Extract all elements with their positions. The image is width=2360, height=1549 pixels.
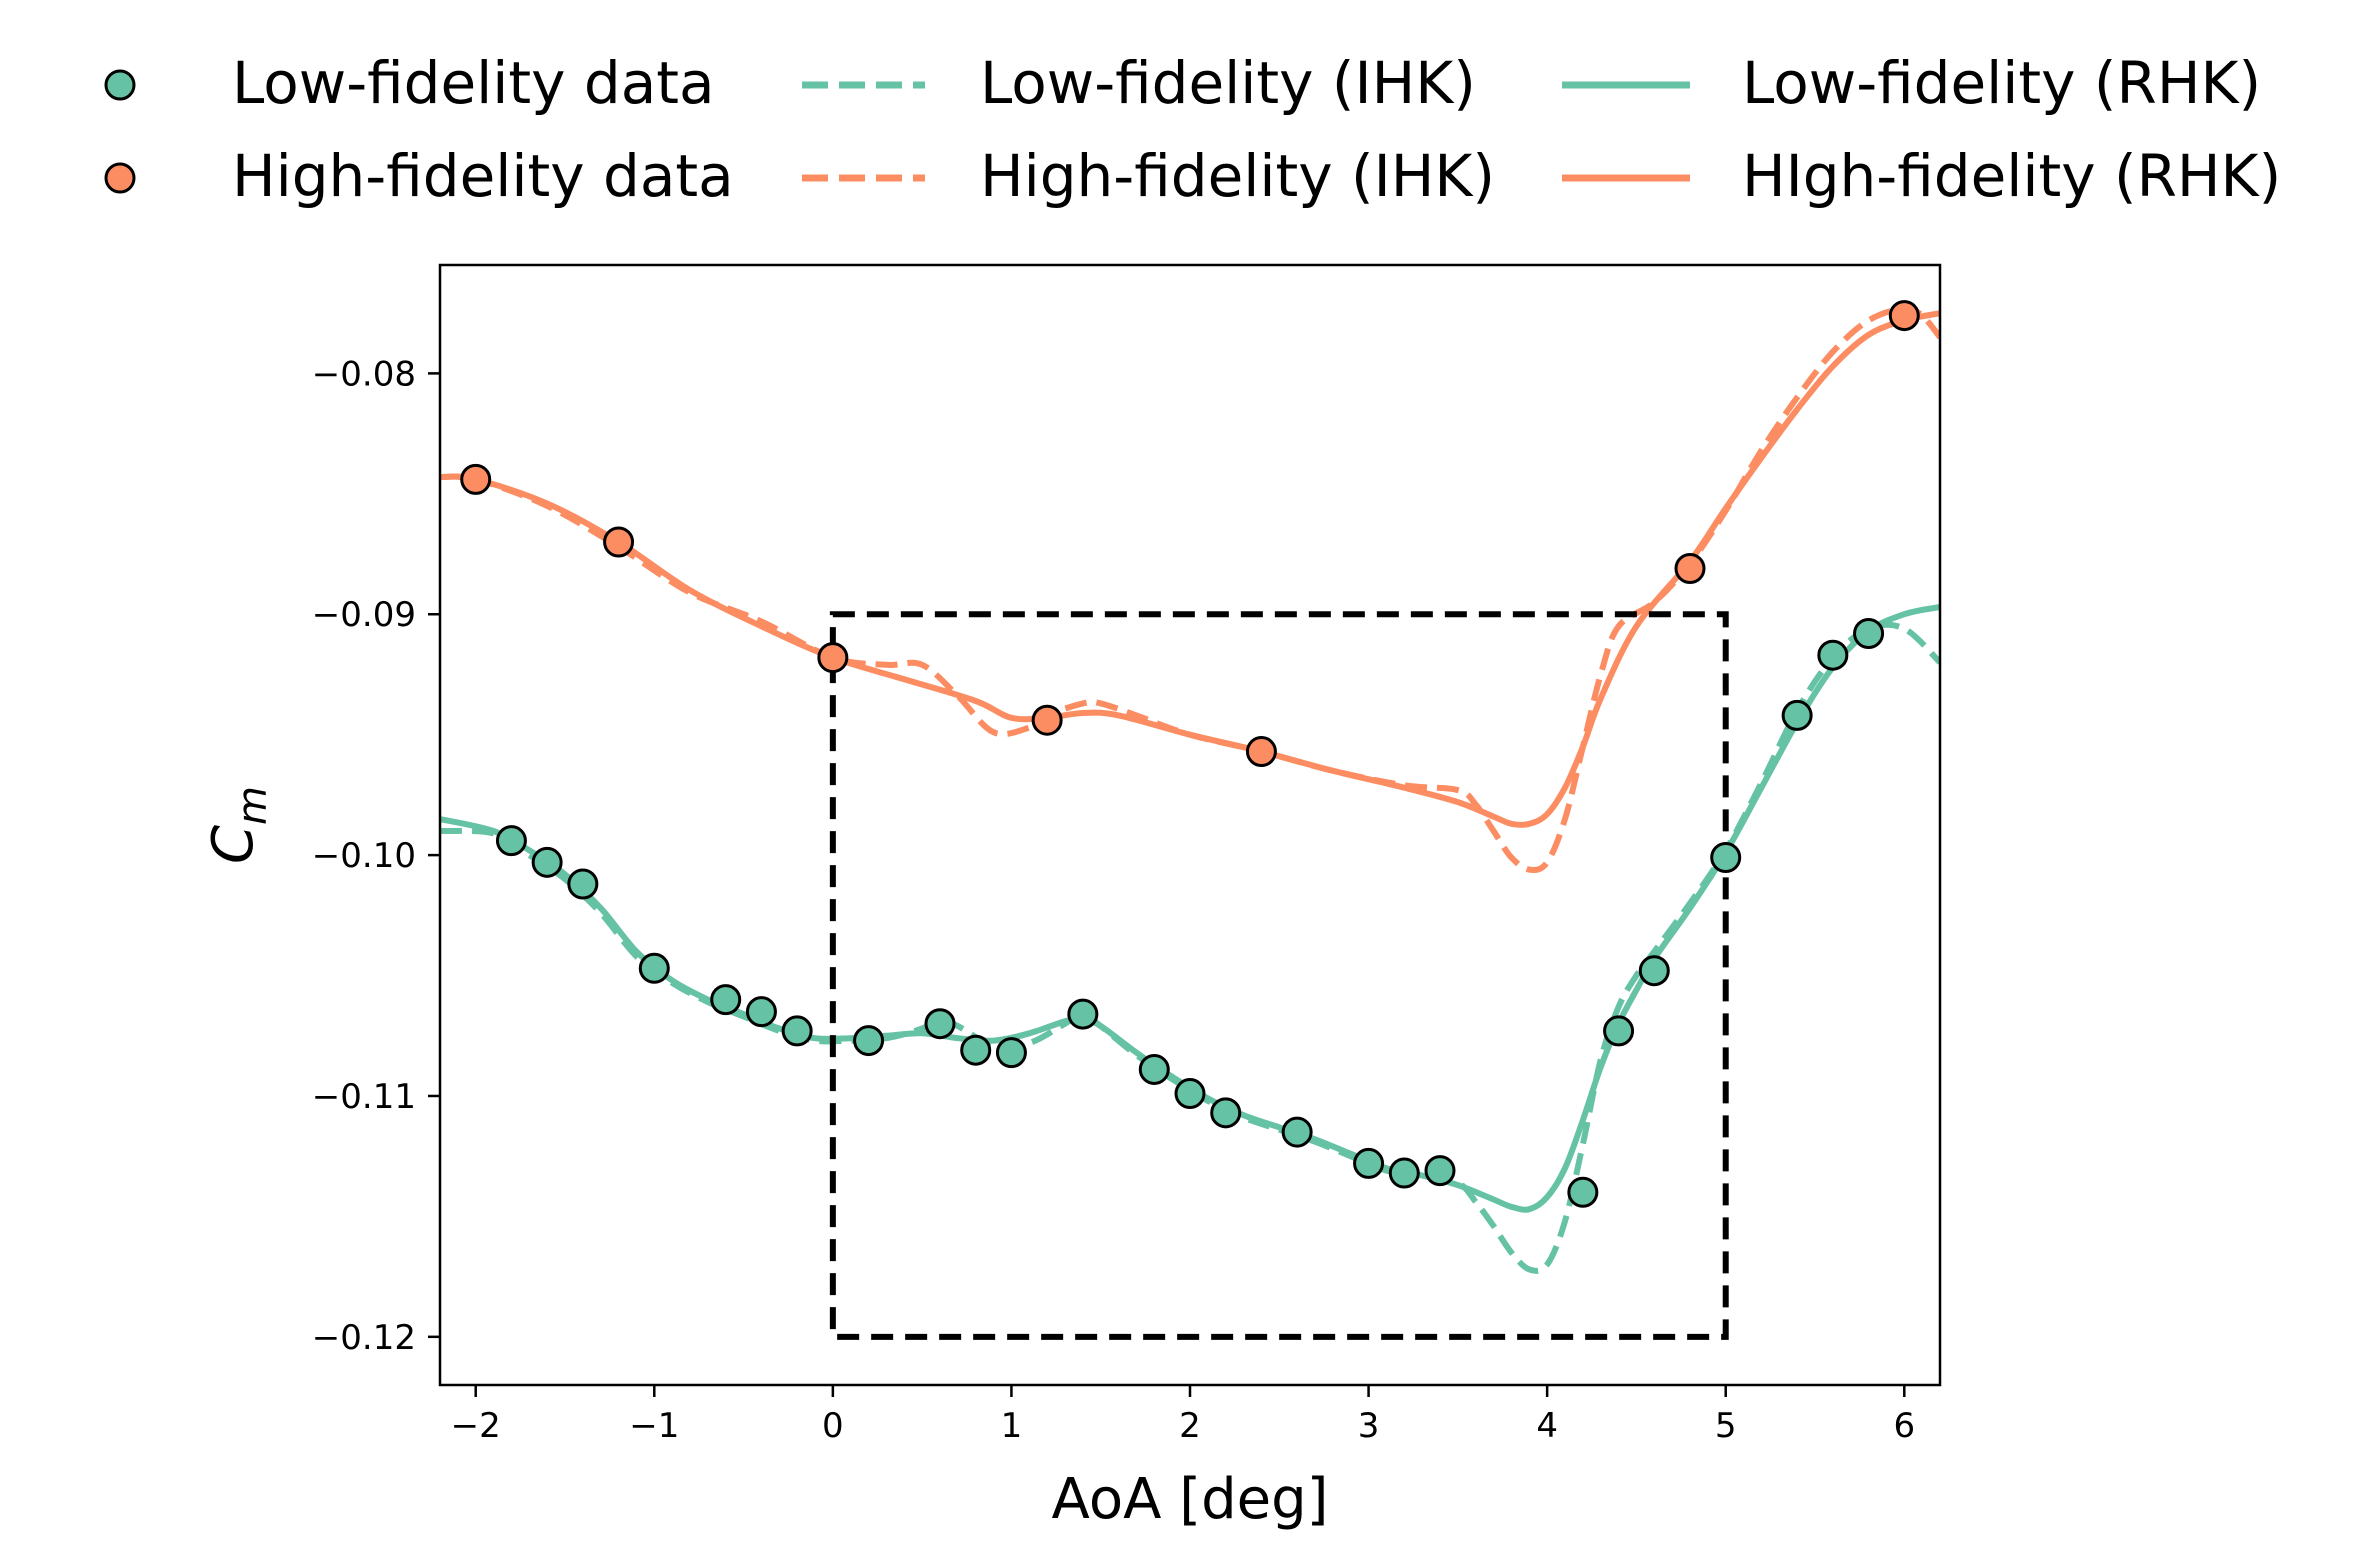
x-tick-label: 2 (1179, 1406, 1201, 1446)
series-lines (440, 305, 1940, 1274)
y-tick-label: −0.11 (312, 1077, 416, 1117)
data-point-low-data (1174, 1078, 1206, 1110)
data-point-low-data (1353, 1147, 1385, 1179)
x-tick-label: 6 (1893, 1406, 1915, 1446)
series-points (460, 300, 1920, 1208)
data-point-low-data (924, 1008, 956, 1040)
data-point-low-data (995, 1037, 1027, 1069)
data-point-low-data (1388, 1157, 1420, 1189)
highlight-box (829, 611, 1729, 1340)
data-point-low-data (1638, 955, 1670, 987)
series-line-high-ihk (440, 305, 1940, 873)
x-tick-label: 3 (1358, 1406, 1380, 1446)
legend-low-ihk-label: Low-fidelity (IHK) (980, 49, 1476, 117)
x-tick-label: 1 (1001, 1406, 1023, 1446)
legend-high-data-label: High-fidelity data (232, 142, 734, 210)
legend-high-ihk-label: High-fidelity (IHK) (980, 142, 1495, 210)
legend-high-data-marker (104, 162, 136, 194)
data-point-low-data (710, 984, 742, 1016)
data-point-low-data (1710, 842, 1742, 874)
x-tick-label: 5 (1715, 1406, 1737, 1446)
x-tick-label: 4 (1536, 1406, 1558, 1446)
highlight-box-layer (829, 611, 1729, 1340)
data-point-low-data (1424, 1155, 1456, 1187)
data-point-low-data (638, 952, 670, 984)
data-point-low-data (1138, 1053, 1170, 1085)
series-line-low-ihk (440, 621, 1940, 1274)
data-point-high-data (1674, 552, 1706, 584)
y-axis-ticks: −0.12 −0.11 −0.10 −0.09 −0.08 (312, 354, 440, 1358)
legend-low-data-label: Low-fidelity data (232, 49, 715, 117)
data-point-low-data (495, 825, 527, 857)
data-point-low-data (1603, 1015, 1635, 1047)
data-point-low-data (1567, 1176, 1599, 1208)
data-point-high-data (1031, 704, 1063, 736)
data-point-high-data (603, 526, 635, 558)
data-point-low-data (781, 1015, 813, 1047)
data-point-low-data (1067, 998, 1099, 1030)
series-line-low-rhk (440, 604, 1940, 1213)
x-axis-label: AoA [deg] (1052, 1467, 1329, 1532)
data-point-low-data (1281, 1116, 1313, 1148)
legend-low-rhk-label: Low-fidelity (RHK) (1742, 49, 2261, 117)
data-point-low-data (745, 996, 777, 1028)
x-axis-ticks: −2 −1 0 1 2 3 4 5 6 (451, 1385, 1915, 1446)
x-tick-label: −1 (629, 1406, 679, 1446)
x-tick-label: 0 (822, 1406, 844, 1446)
data-point-low-data (567, 868, 599, 900)
x-tick-label: −2 (451, 1406, 501, 1446)
y-tick-label: −0.08 (312, 354, 416, 394)
y-tick-label: −0.12 (312, 1318, 416, 1358)
data-point-low-data (1853, 618, 1885, 650)
y-tick-label: −0.09 (312, 595, 416, 635)
data-point-high-data (817, 642, 849, 674)
y-axis-label-base: C (201, 825, 266, 864)
data-point-high-data (460, 463, 492, 495)
legend-high-rhk-label: HIgh-fidelity (RHK) (1742, 142, 2281, 210)
plot-frame (438, 263, 1942, 1387)
data-point-high-data (1245, 736, 1277, 768)
y-tick-label: −0.10 (312, 836, 416, 876)
series-line-high-rhk (440, 310, 1940, 828)
legend: Low-fidelity data High-fidelity data Low… (104, 49, 2281, 210)
data-point-low-data (531, 846, 563, 878)
y-axis-label-sub: m (230, 786, 276, 825)
data-point-high-data (1888, 300, 1920, 332)
data-point-low-data (960, 1034, 992, 1066)
data-point-low-data (1781, 699, 1813, 731)
y-axis-label: Cm (201, 786, 276, 864)
legend-low-data-marker (104, 69, 136, 101)
data-point-low-data (1817, 639, 1849, 671)
data-point-low-data (1210, 1097, 1242, 1129)
data-point-low-data (853, 1025, 885, 1057)
